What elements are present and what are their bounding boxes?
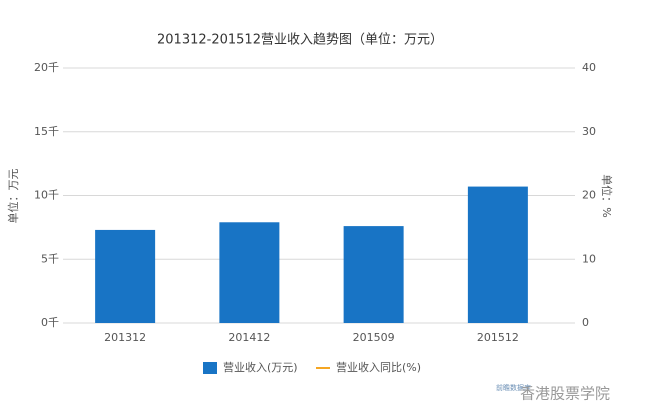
bar (95, 229, 156, 323)
legend-label: 营业收入同比(%) (336, 360, 421, 374)
legend-label: 营业收入(万元) (223, 360, 298, 374)
y-tick-label: 10千 (34, 189, 59, 202)
y-tick-label: 0千 (41, 316, 59, 329)
y2-tick-label: 10 (582, 252, 596, 265)
x-tick-label: 201509 (353, 331, 395, 344)
y2-axis-label: 单位：% (600, 174, 614, 217)
y-tick-label: 5千 (41, 252, 59, 265)
y2-tick-label: 30 (582, 125, 596, 138)
bar (343, 226, 404, 323)
x-tick-label: 201312 (104, 331, 146, 344)
y2-tick-label: 40 (582, 61, 596, 74)
x-tick-label: 201512 (477, 331, 519, 344)
watermark: 前瞻数据库 (496, 383, 531, 392)
legend-swatch (203, 362, 217, 374)
y-tick-label: 20千 (34, 61, 59, 74)
y-axis-label: 单位：万元 (6, 169, 20, 224)
chart-title: 201312-201512营业收入趋势图（单位：万元） (157, 32, 443, 48)
bar (467, 186, 528, 323)
x-tick-label: 201412 (228, 331, 270, 344)
y-tick-label: 15千 (34, 125, 59, 138)
watermark: 香港股票学院 (520, 385, 610, 403)
y2-tick-label: 20 (582, 189, 596, 202)
y2-tick-label: 0 (582, 316, 589, 329)
bar (219, 222, 280, 323)
